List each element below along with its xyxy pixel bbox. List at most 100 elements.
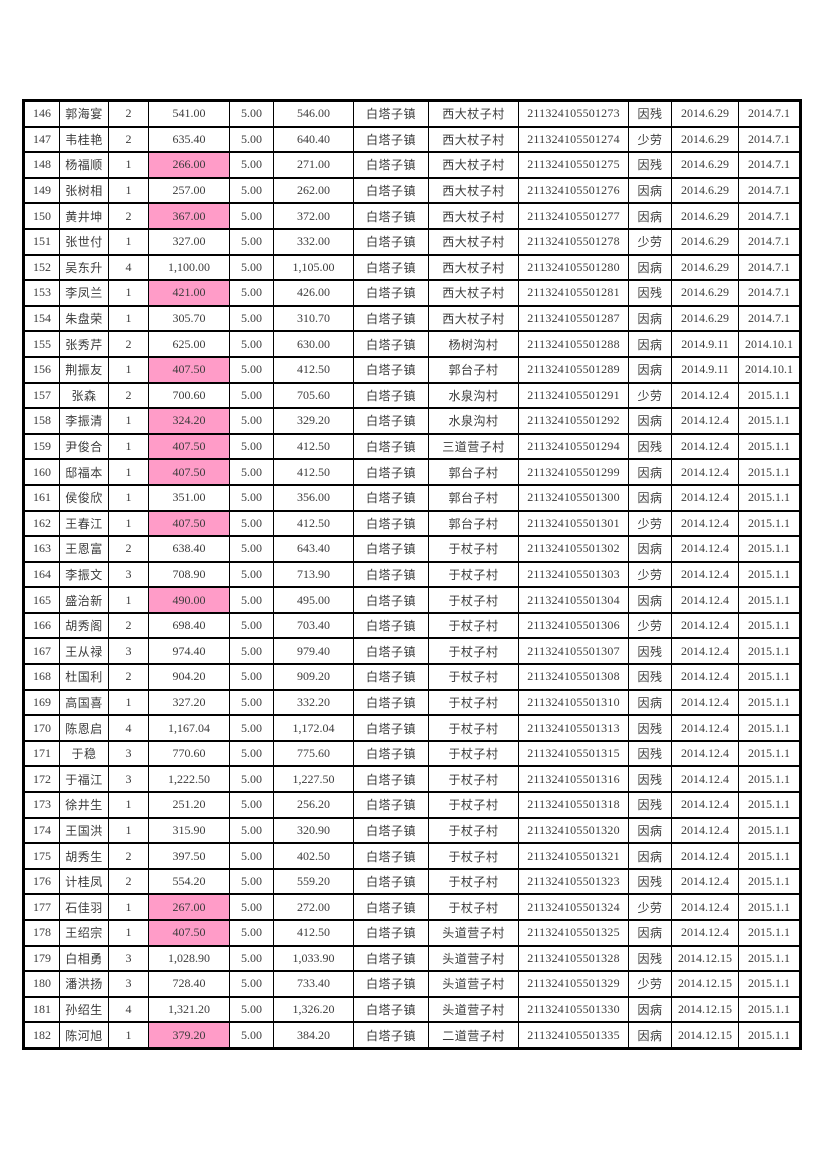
cell-category: 少劳 <box>628 125 672 154</box>
cell-village: 头道营子村 <box>428 970 519 998</box>
cell-fee: 5.00 <box>229 560 274 589</box>
cell-fee: 5.00 <box>229 253 274 282</box>
cell-base-amount: 635.40 <box>148 125 230 154</box>
cell-category: 因残 <box>628 739 672 768</box>
cell-start-date: 2015.1.1 <box>738 407 801 435</box>
cell-id-number: 211324105501321 <box>518 842 629 870</box>
cell-approval-date: 2014.12.4 <box>671 842 739 870</box>
cell-total-amount: 412.50 <box>273 355 354 384</box>
cell-fee: 5.00 <box>229 458 274 486</box>
cell-start-date: 2015.1.1 <box>738 663 801 691</box>
cell-fee: 5.00 <box>229 663 274 691</box>
cell-start-date: 2015.1.1 <box>738 893 801 921</box>
cell-fee: 5.00 <box>229 688 274 717</box>
cell-category: 因残 <box>628 867 672 896</box>
cell-household-count: 3 <box>108 739 149 768</box>
cell-person-name: 吴东升 <box>59 253 109 282</box>
cell-village: 水泉沟村 <box>428 407 519 435</box>
cell-total-amount: 332.00 <box>273 227 354 256</box>
cell-village: 水泉沟村 <box>428 381 519 410</box>
cell-person-name: 黄井坤 <box>59 202 109 230</box>
cell-base-amount: 397.50 <box>148 842 230 870</box>
cell-start-date: 2014.7.1 <box>738 279 801 307</box>
table-row: 175 胡秀生 2 397.50 5.00 402.50 白塔子镇 于杖子村 2… <box>23 842 801 870</box>
cell-id-number: 211324105501299 <box>518 458 629 486</box>
table-row: 153 李凤兰 1 421.00 5.00 426.00 白塔子镇 西大杖子村 … <box>23 279 801 307</box>
cell-total-amount: 412.50 <box>273 458 354 486</box>
cell-id-number: 211324105501316 <box>518 765 629 794</box>
cell-id-number: 211324105501308 <box>518 663 629 691</box>
cell-household-count: 2 <box>108 125 149 154</box>
cell-town: 白塔子镇 <box>353 1021 429 1050</box>
cell-base-amount: 904.20 <box>148 663 230 691</box>
cell-fee: 5.00 <box>229 970 274 998</box>
cell-id-number: 211324105501304 <box>518 586 629 614</box>
cell-id-number: 211324105501301 <box>518 509 629 538</box>
cell-category: 因病 <box>628 202 672 230</box>
cell-category: 因残 <box>628 151 672 179</box>
cell-row-number: 179 <box>23 944 60 973</box>
cell-base-amount: 327.00 <box>148 227 230 256</box>
cell-category: 少劳 <box>628 227 672 256</box>
cell-household-count: 1 <box>108 1021 149 1050</box>
cell-person-name: 韦桂艳 <box>59 125 109 154</box>
cell-village: 于杖子村 <box>428 739 519 768</box>
cell-category: 因病 <box>628 407 672 435</box>
cell-village: 头道营子村 <box>428 944 519 973</box>
cell-category: 因病 <box>628 458 672 486</box>
table-row: 182 陈河旭 1 379.20 5.00 384.20 白塔子镇 二道营子村 … <box>23 1021 801 1050</box>
cell-household-count: 3 <box>108 944 149 973</box>
cell-household-count: 3 <box>108 637 149 666</box>
cell-id-number: 211324105501278 <box>518 227 629 256</box>
table-row: 148 杨福顺 1 266.00 5.00 271.00 白塔子镇 西大杖子村 … <box>23 151 801 179</box>
cell-town: 白塔子镇 <box>353 637 429 666</box>
cell-id-number: 211324105501303 <box>518 560 629 589</box>
cell-base-amount: 379.20 <box>148 1021 230 1050</box>
cell-approval-date: 2014.12.4 <box>671 816 739 845</box>
table-row: 176 计桂凤 2 554.20 5.00 559.20 白塔子镇 于杖子村 2… <box>23 867 801 896</box>
cell-row-number: 180 <box>23 970 60 998</box>
cell-town: 白塔子镇 <box>353 432 429 461</box>
cell-town: 白塔子镇 <box>353 125 429 154</box>
cell-person-name: 张森 <box>59 381 109 410</box>
cell-person-name: 王绍宗 <box>59 919 109 947</box>
cell-household-count: 2 <box>108 330 149 358</box>
cell-fee: 5.00 <box>229 151 274 179</box>
cell-start-date: 2015.1.1 <box>738 688 801 717</box>
cell-id-number: 211324105501277 <box>518 202 629 230</box>
cell-household-count: 4 <box>108 995 149 1024</box>
cell-category: 因残 <box>628 279 672 307</box>
cell-row-number: 163 <box>23 535 60 563</box>
cell-approval-date: 2014.12.4 <box>671 509 739 538</box>
table-row: 180 潘洪扬 3 728.40 5.00 733.40 白塔子镇 头道营子村 … <box>23 970 801 998</box>
cell-row-number: 159 <box>23 432 60 461</box>
cell-town: 白塔子镇 <box>353 586 429 614</box>
cell-category: 因病 <box>628 535 672 563</box>
cell-base-amount: 541.00 <box>148 99 230 128</box>
cell-base-amount: 407.50 <box>148 509 230 538</box>
cell-household-count: 4 <box>108 714 149 742</box>
cell-start-date: 2015.1.1 <box>738 611 801 640</box>
cell-row-number: 175 <box>23 842 60 870</box>
cell-total-amount: 1,326.20 <box>273 995 354 1024</box>
cell-person-name: 李振清 <box>59 407 109 435</box>
table-row: 166 胡秀阁 2 698.40 5.00 703.40 白塔子镇 于杖子村 2… <box>23 611 801 640</box>
cell-base-amount: 407.50 <box>148 458 230 486</box>
cell-total-amount: 384.20 <box>273 1021 354 1050</box>
cell-total-amount: 271.00 <box>273 151 354 179</box>
cell-approval-date: 2014.12.4 <box>671 586 739 614</box>
cell-fee: 5.00 <box>229 995 274 1024</box>
cell-village: 于杖子村 <box>428 765 519 794</box>
cell-town: 白塔子镇 <box>353 407 429 435</box>
cell-town: 白塔子镇 <box>353 253 429 282</box>
cell-town: 白塔子镇 <box>353 483 429 512</box>
cell-person-name: 孙绍生 <box>59 995 109 1024</box>
cell-row-number: 146 <box>23 99 60 128</box>
cell-start-date: 2014.7.1 <box>738 151 801 179</box>
cell-person-name: 于福江 <box>59 765 109 794</box>
cell-approval-date: 2014.6.29 <box>671 253 739 282</box>
cell-total-amount: 733.40 <box>273 970 354 998</box>
cell-row-number: 168 <box>23 663 60 691</box>
cell-fee: 5.00 <box>229 893 274 921</box>
cell-row-number: 181 <box>23 995 60 1024</box>
